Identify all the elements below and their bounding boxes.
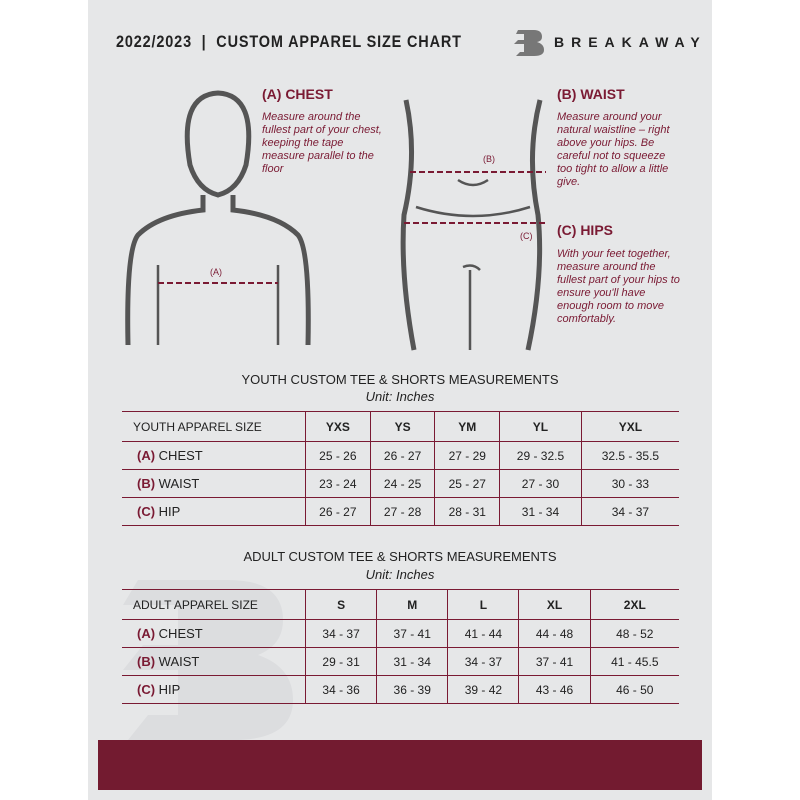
- adult-unit: Unit: Inches: [365, 567, 435, 582]
- size-col: XL: [518, 589, 591, 620]
- adult-section-title: ADULT CUSTOM TEE & SHORTS MEASUREMENTS: [243, 549, 557, 564]
- row-label: (A) CHEST: [122, 441, 306, 470]
- cell: 48 - 52: [589, 619, 679, 648]
- size-col: YS: [369, 411, 435, 442]
- cell: 34 - 37: [304, 619, 377, 648]
- cell: 31 - 34: [376, 647, 448, 676]
- row-label: (B) WAIST: [122, 647, 306, 676]
- table-row: (A) CHEST 34 - 37 37 - 41 41 - 44 44 - 48 48 …: [122, 619, 679, 648]
- chest-figure-illustration: [125, 90, 311, 346]
- brand-name: BREAKAWAY: [554, 34, 707, 50]
- cell: 34 - 37: [447, 647, 519, 676]
- size-col: S: [304, 589, 377, 620]
- page-title: 2022/2023 | CUSTOM APPAREL SIZE CHART: [116, 32, 462, 51]
- cell: 37 - 41: [376, 619, 448, 648]
- youth-size-header: YOUTH APPAREL SIZE: [122, 411, 306, 442]
- cell: 26 - 27: [369, 441, 435, 470]
- chest-marker: (A): [210, 267, 222, 277]
- size-col: M: [376, 589, 448, 620]
- cell: 39 - 42: [447, 675, 519, 704]
- cell: 34 - 37: [580, 497, 679, 526]
- row-label: (C) HIP: [122, 675, 306, 704]
- cell: 46 - 50: [589, 675, 679, 704]
- youth-section-title: YOUTH CUSTOM TEE & SHORTS MEASUREMENTS: [241, 372, 559, 387]
- size-col: YXL: [580, 411, 679, 442]
- cell: 25 - 27: [434, 469, 500, 498]
- waist-hips-figure-illustration: [400, 99, 546, 351]
- adult-size-table: ADULT APPAREL SIZE S M L XL 2XL (A) CHES…: [122, 589, 679, 704]
- table-row: (B) WAIST 29 - 31 31 - 34 34 - 37 37 - 41 41 …: [122, 647, 679, 676]
- chest-heading: (A) CHEST: [262, 86, 333, 102]
- waist-marker: (B): [483, 154, 495, 164]
- youth-size-table: YOUTH APPAREL SIZE YXS YS YM YL YXL (A) …: [122, 411, 679, 526]
- cell: 31 - 34: [499, 497, 582, 526]
- cell: 26 - 27: [305, 497, 371, 526]
- cell: 27 - 29: [434, 441, 500, 470]
- row-label: (B) WAIST: [122, 469, 306, 498]
- cell: 32.5 - 35.5: [580, 441, 679, 470]
- cell: 29 - 31: [304, 647, 377, 676]
- row-label: (C) HIP: [122, 497, 306, 526]
- cell: 28 - 31: [434, 497, 500, 526]
- cell: 41 - 44: [447, 619, 519, 648]
- cell: 36 - 39: [376, 675, 448, 704]
- hips-marker: (C): [520, 231, 533, 241]
- hips-heading: (C) HIPS: [557, 222, 613, 238]
- cell: 37 - 41: [518, 647, 591, 676]
- hips-instructions: With your feet together, measure around …: [557, 248, 680, 325]
- cell: 24 - 25: [369, 469, 435, 498]
- row-label: (A) CHEST: [122, 619, 306, 648]
- table-header-row: ADULT APPAREL SIZE S M L XL 2XL: [122, 589, 679, 620]
- cell: 27 - 30: [499, 469, 582, 498]
- breakaway-logo-icon: [514, 30, 544, 56]
- waist-heading: (B) WAIST: [557, 86, 625, 102]
- table-row: (C) HIP 26 - 27 27 - 28 28 - 31 31 - 34 34 - …: [122, 497, 679, 526]
- footer-band: [98, 740, 702, 790]
- adult-size-header: ADULT APPAREL SIZE: [122, 589, 306, 620]
- table-row: (C) HIP 34 - 36 36 - 39 39 - 42 43 - 46 46 - …: [122, 675, 679, 704]
- youth-unit: Unit: Inches: [365, 389, 435, 404]
- cell: 30 - 33: [580, 469, 679, 498]
- table-header-row: YOUTH APPAREL SIZE YXS YS YM YL YXL: [122, 411, 679, 442]
- cell: 44 - 48: [518, 619, 591, 648]
- size-col: YXS: [305, 411, 371, 442]
- cell: 23 - 24: [305, 469, 371, 498]
- size-col: 2XL: [589, 589, 679, 620]
- size-chart-sheet: 2022/2023 | CUSTOM APPAREL SIZE CHART BR…: [88, 0, 712, 800]
- size-col: L: [447, 589, 519, 620]
- cell: 41 - 45.5: [589, 647, 679, 676]
- table-row: (A) CHEST 25 - 26 26 - 27 27 - 29 29 - 32.5 3…: [122, 441, 679, 470]
- size-col: YM: [434, 411, 500, 442]
- cell: 27 - 28: [369, 497, 435, 526]
- waist-instructions: Measure around your natural waistline – …: [557, 111, 670, 188]
- chest-instructions: Measure around the fullest part of your …: [262, 111, 382, 175]
- cell: 29 - 32.5: [499, 441, 582, 470]
- size-col: YL: [499, 411, 582, 442]
- cell: 25 - 26: [305, 441, 371, 470]
- cell: 34 - 36: [304, 675, 377, 704]
- cell: 43 - 46: [518, 675, 591, 704]
- table-row: (B) WAIST 23 - 24 24 - 25 25 - 27 27 - 30 30 …: [122, 469, 679, 498]
